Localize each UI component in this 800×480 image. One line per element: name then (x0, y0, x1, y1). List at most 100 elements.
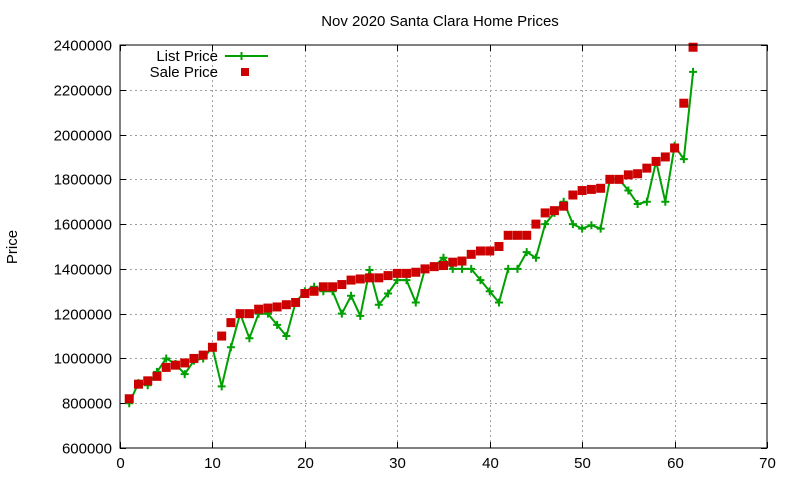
sale-price-point (586, 184, 596, 194)
list-price-point (513, 264, 522, 273)
sale-price-point (272, 302, 282, 312)
list-price-point (661, 197, 670, 206)
x-tick-label: 50 (574, 455, 591, 472)
sale-price-point (365, 273, 375, 283)
list-price-point (217, 382, 226, 391)
sale-price-point (189, 353, 199, 363)
sale-price-point (281, 300, 291, 310)
plot-frame (119, 44, 768, 449)
sale-price-point (300, 289, 310, 299)
list-price-point (633, 199, 642, 208)
sale-price-point (161, 362, 171, 372)
list-price-point (642, 197, 651, 206)
list-price-point (494, 298, 503, 307)
sale-price-point (448, 257, 458, 267)
sale-price-point (244, 309, 254, 319)
sale-price-point (291, 297, 301, 307)
list-price-point (365, 266, 374, 275)
sale-price-point (152, 371, 162, 381)
list-price-point (282, 332, 291, 341)
sale-price-point (337, 280, 347, 290)
axis-ticks: 0 10 20 30 40 50 60 70 600000 800000 1000000 120000… (54, 38, 776, 473)
sale-price-point (475, 246, 485, 256)
sale-price-point (485, 246, 495, 256)
y-tick-label: 1800000 (54, 172, 112, 189)
sale-price-point (383, 271, 393, 281)
sale-price-point (531, 219, 541, 229)
list-price-point (273, 320, 282, 329)
list-price-point (411, 298, 420, 307)
sale-price-point (226, 318, 236, 328)
sale-price-point (512, 230, 522, 240)
sale-price-point (207, 342, 217, 352)
sale-price-point (143, 376, 153, 386)
list-price-point (531, 253, 540, 262)
y-tick-label: 800000 (62, 396, 112, 413)
sale-price-point (355, 274, 365, 284)
sale-price-point (540, 208, 550, 218)
chart-title: Nov 2020 Santa Clara Home Prices (321, 13, 559, 30)
list-price-point (624, 186, 633, 195)
list-price-point (587, 221, 596, 230)
sale-price-point (420, 264, 430, 274)
x-tick-label: 30 (389, 455, 406, 472)
sale-price-point (328, 282, 338, 292)
sale-price-point (679, 98, 689, 108)
y-tick-label: 1600000 (54, 217, 112, 234)
sale-price-point (660, 152, 670, 162)
legend-marker-list-price (237, 52, 246, 60)
sale-price-point (522, 230, 532, 240)
sale-price-point (318, 282, 328, 292)
x-tick-label: 70 (759, 455, 776, 472)
sale-price-point (124, 394, 134, 404)
sale-price-point (688, 42, 698, 52)
sale-price-point (439, 261, 448, 271)
y-tick-label: 2200000 (54, 83, 112, 100)
sale-price-point (402, 268, 412, 278)
x-tick-label: 0 (116, 455, 124, 472)
sale-price-point (559, 201, 569, 211)
list-price-point (476, 276, 485, 285)
list-price-point (578, 224, 587, 233)
sale-price-point (568, 190, 578, 200)
list-price-point (180, 370, 189, 379)
sale-price-point (642, 163, 652, 173)
sale-price-point (374, 273, 384, 283)
grid (120, 45, 767, 448)
sale-price-point (429, 262, 439, 272)
sale-price-point (494, 242, 504, 251)
sale-price-point (411, 267, 421, 277)
list-price-point (522, 248, 531, 257)
y-axis-label: Price (4, 230, 21, 264)
sale-price-point (254, 304, 264, 314)
sale-price-point (670, 143, 680, 153)
sale-price-point (309, 286, 319, 296)
list-price-point (439, 253, 448, 262)
sale-price-point (549, 206, 559, 216)
sale-price-point (466, 249, 476, 259)
legend-marker-sale-price (241, 68, 249, 76)
list-price-point (162, 354, 171, 363)
list-price-point (245, 334, 254, 343)
list-price-point (337, 309, 346, 318)
list-price-point (457, 264, 466, 273)
sale-price-point (503, 230, 513, 240)
sale-price-point (614, 174, 624, 184)
sale-price-point (577, 186, 587, 196)
legend: List Price Sale Price (150, 48, 268, 81)
list-price-point (356, 311, 365, 320)
y-tick-label: 2400000 (54, 38, 112, 55)
list-price-line (128, 71, 695, 404)
y-tick-label: 1200000 (54, 307, 112, 324)
list-price-point (226, 343, 235, 352)
y-tick-label: 1000000 (54, 351, 112, 368)
list-price-point (347, 291, 356, 300)
list-price-point (596, 224, 605, 233)
list-price-point (541, 220, 550, 229)
legend-label-sale-price: Sale Price (150, 64, 218, 81)
list-price-point (504, 264, 513, 273)
sale-price-point (235, 309, 245, 319)
sale-price-point (263, 303, 273, 313)
list-price-point (467, 264, 476, 273)
